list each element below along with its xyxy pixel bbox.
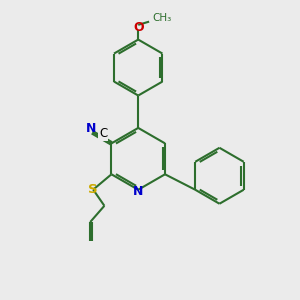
Text: S: S [88, 183, 98, 196]
Text: CH₃: CH₃ [152, 13, 171, 23]
Text: C: C [99, 127, 107, 140]
Text: N: N [133, 185, 143, 198]
Text: O: O [133, 21, 143, 34]
Text: N: N [86, 122, 97, 135]
